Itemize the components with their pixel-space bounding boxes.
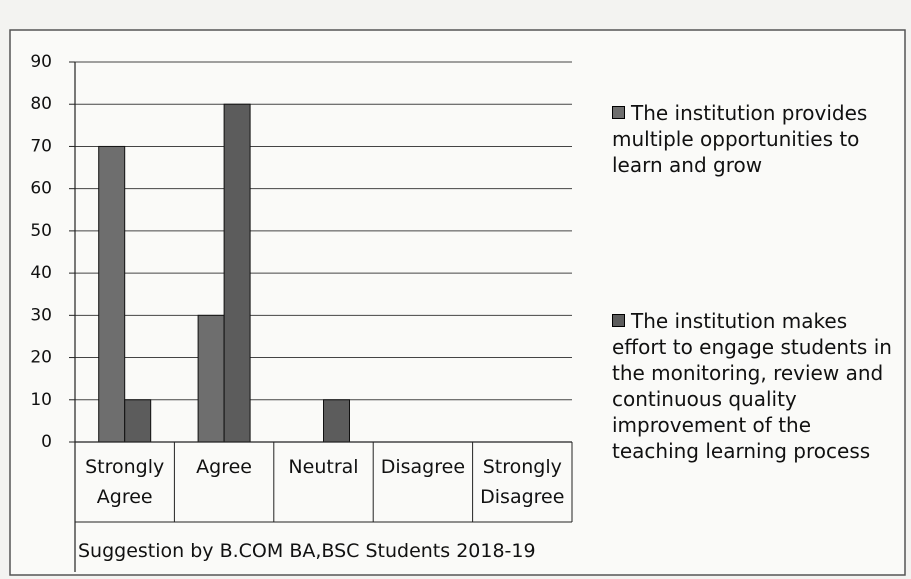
- bar: [98, 145, 126, 443]
- y-tick-label: 20: [30, 348, 52, 368]
- legend-swatch: [612, 106, 625, 119]
- bar: [323, 399, 350, 443]
- legend-label: The institution provides multiple opport…: [612, 101, 868, 177]
- bar: [197, 314, 225, 443]
- frame: [9, 29, 906, 576]
- x-tick-label: Strongly Disagree: [480, 456, 565, 508]
- y-tick-label: 10: [30, 390, 52, 410]
- bar: [124, 399, 152, 443]
- x-tick-label: Strongly Agree: [85, 456, 165, 508]
- x-tick-label: Disagree: [380, 456, 466, 478]
- legend-item: The institution makes effort to engage s…: [612, 308, 902, 464]
- y-tick-label: 40: [30, 263, 52, 283]
- y-tick-label: 0: [41, 432, 52, 452]
- legend-label: The institution makes effort to engage s…: [612, 309, 892, 463]
- y-tick-label: 30: [30, 305, 52, 325]
- x-tick-label: Neutral: [288, 456, 359, 478]
- y-tick-label: 80: [30, 94, 52, 114]
- x-tick-label: Agree: [196, 456, 252, 478]
- x-axis-label: Suggestion by B.COM BA,BSC Students 2018…: [78, 540, 536, 562]
- y-tick-label: 50: [30, 221, 52, 241]
- legend-swatch: [612, 314, 625, 327]
- y-tick-label: 90: [30, 52, 52, 72]
- y-tick-label: 60: [30, 179, 52, 199]
- legend-item: The institution provides multiple opport…: [612, 100, 902, 178]
- y-tick-label: 70: [30, 136, 52, 156]
- bar: [223, 103, 251, 443]
